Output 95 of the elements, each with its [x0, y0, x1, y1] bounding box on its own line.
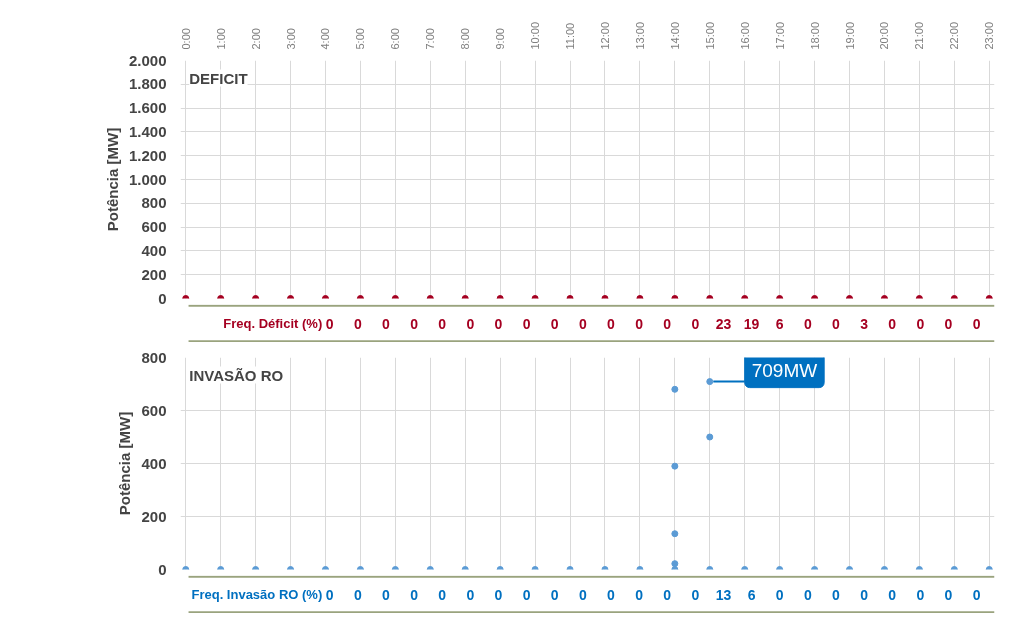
annotation: 709MW [751, 359, 818, 381]
y-tick-label: 0 [158, 289, 167, 307]
y-tick-label: 400 [141, 454, 167, 472]
data-label: 0 [803, 315, 812, 332]
data-label: 0 [888, 586, 897, 603]
data-label: 0 [353, 586, 362, 603]
x-tick-label: 5:00 [354, 28, 367, 50]
x-tick-label: 2:00 [249, 28, 262, 50]
data-label: 0 [832, 586, 841, 603]
y-tick-label: 1.400 [128, 122, 167, 140]
data-label: 0 [410, 315, 419, 332]
y-axis-title: Potência [MW] [103, 127, 121, 232]
text: INVASÃO RO [189, 366, 284, 384]
x-tick-label: 11:00 [564, 22, 577, 50]
data-label: 0 [888, 315, 897, 332]
x-tick-label: 21:00 [913, 21, 926, 50]
x-tick-label: 10:00 [529, 21, 542, 50]
x-tick-label: 14:00 [668, 21, 681, 50]
y-tick-label: 0 [158, 560, 167, 578]
data-label: 0 [410, 586, 419, 603]
data-label: 0 [663, 315, 672, 332]
y-tick-label: 600 [141, 401, 167, 419]
data-label: 0 [466, 586, 475, 603]
data-label: 0 [438, 586, 447, 603]
data-label: 6 [747, 586, 756, 603]
data-label: 0 [944, 315, 953, 332]
data-label: 0 [944, 586, 953, 603]
x-tick-label: 8:00 [459, 28, 472, 50]
data-label: 0 [663, 586, 672, 603]
data-label: 23 [715, 315, 732, 332]
x-tick-label: 7:00 [424, 28, 437, 50]
x-tick-label: 13:00 [633, 21, 646, 50]
data-label: 0 [635, 315, 644, 332]
data-label: 0 [972, 315, 981, 332]
x-tick-label: 17:00 [773, 21, 786, 50]
data-label: 0 [550, 315, 559, 332]
x-tick-label: 15:00 [703, 21, 716, 50]
data-label: 0 [466, 315, 475, 332]
data-label: 13 [715, 586, 732, 603]
data-label: 0 [832, 315, 841, 332]
data-label: 0 [325, 586, 334, 603]
data-label: 0 [382, 315, 391, 332]
data-label: 0 [494, 586, 503, 603]
y-tick-label: 200 [141, 507, 167, 525]
y-tick-label: 1.200 [128, 146, 167, 164]
y-tick-label: 600 [141, 218, 167, 236]
x-tick-label: 0:00 [179, 28, 192, 50]
data-label: 0 [382, 586, 391, 603]
y-tick-label: 1.600 [128, 99, 167, 117]
y-axis-title: Potência [MW] [116, 411, 134, 516]
text: Freq. Invasão RO (%) [191, 587, 323, 602]
x-tick-label: 22:00 [948, 21, 961, 50]
data-label: 0 [325, 315, 334, 332]
y-tick-label: 1.000 [128, 170, 167, 188]
data-label: 19 [743, 315, 760, 332]
data-label: 0 [353, 315, 362, 332]
text: Freq. Déficit (%) [223, 316, 323, 331]
data-label: 0 [916, 315, 925, 332]
data-label: 0 [522, 315, 531, 332]
text: DEFICIT [189, 69, 248, 87]
data-label: 0 [635, 586, 644, 603]
x-tick-label: 6:00 [389, 28, 402, 50]
data-label: 0 [607, 586, 616, 603]
data-label: 0 [522, 586, 531, 603]
x-tick-label: 4:00 [319, 28, 332, 50]
y-tick-label: 800 [141, 348, 167, 366]
y-tick-label: 2.000 [128, 51, 167, 69]
x-tick-label: 1:00 [214, 28, 227, 50]
data-label: 0 [494, 315, 503, 332]
x-tick-label: 20:00 [878, 21, 891, 50]
x-tick-label: 16:00 [738, 21, 751, 50]
x-tick-label: 12:00 [598, 21, 611, 50]
data-label: 0 [578, 586, 587, 603]
data-label: 0 [775, 586, 784, 603]
data-label: 0 [691, 315, 700, 332]
data-label: 0 [607, 315, 616, 332]
data-label: 6 [775, 315, 784, 332]
data-label: 0 [972, 586, 981, 603]
y-tick-label: 200 [141, 265, 167, 283]
data-label: 0 [438, 315, 447, 332]
data-label: 0 [691, 586, 700, 603]
data-label: 0 [550, 586, 559, 603]
data-label: 0 [578, 315, 587, 332]
data-label: 0 [916, 586, 925, 603]
x-tick-label: 3:00 [284, 28, 297, 50]
x-tick-label: 19:00 [843, 21, 856, 50]
x-tick-label: 9:00 [494, 28, 507, 50]
y-tick-label: 400 [141, 241, 167, 259]
data-label: 3 [860, 315, 869, 332]
data-label: 0 [803, 586, 812, 603]
y-tick-label: 1.800 [128, 75, 167, 93]
x-tick-label: 23:00 [983, 21, 996, 50]
x-tick-label: 18:00 [808, 21, 821, 50]
y-tick-label: 800 [141, 194, 167, 212]
data-label: 0 [860, 586, 869, 603]
